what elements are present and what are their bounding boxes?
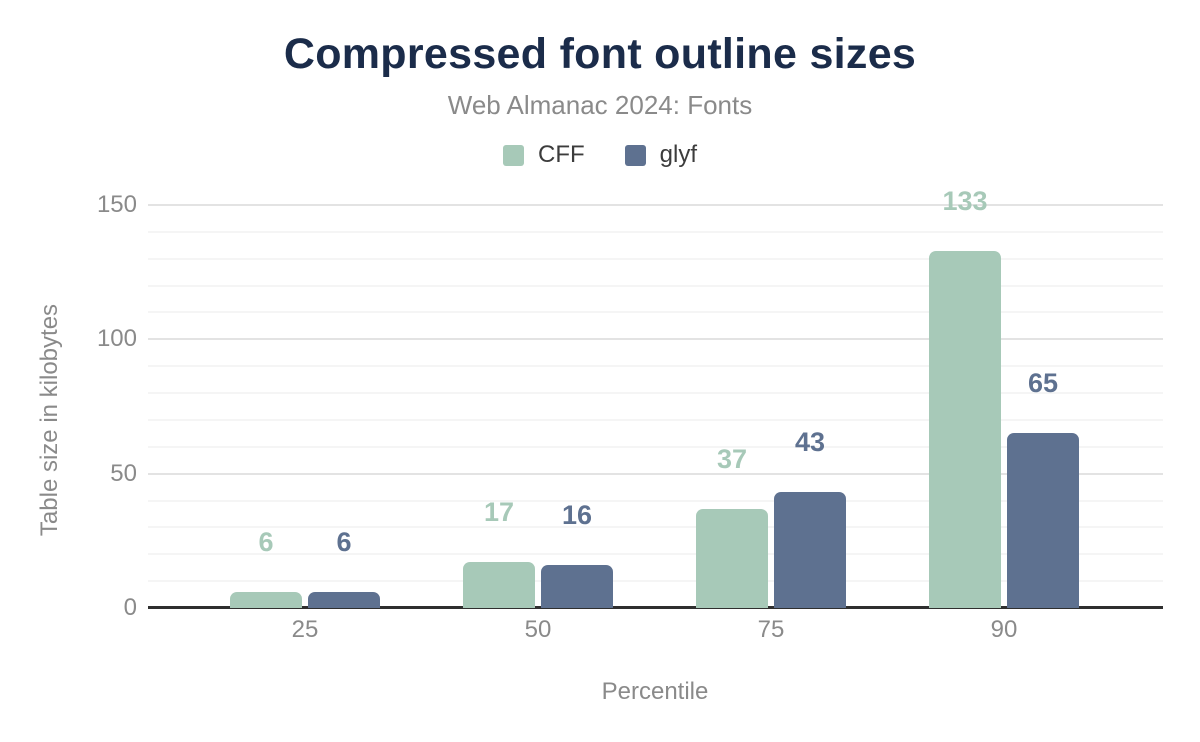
- minor-gridline-70: [148, 418, 1163, 421]
- x-tick-25: 25: [291, 616, 319, 643]
- bar-cff-p25[interactable]: [230, 591, 302, 608]
- y-tick-50: 50: [110, 459, 137, 487]
- chart-title: Compressed font outline sizes: [283, 30, 917, 78]
- y-tick-100: 100: [96, 325, 137, 353]
- legend-item-glyf[interactable]: glyf: [624, 141, 697, 169]
- y-tick-150: 150: [96, 190, 137, 218]
- x-tick-90: 90: [990, 616, 1018, 643]
- plot-area: 6 6 17 16 37 43 133 65: [148, 165, 1163, 609]
- bar-value-glyf-p90: 65: [1027, 368, 1059, 399]
- x-axis-line: [148, 606, 1163, 609]
- minor-gridline-40: [148, 499, 1163, 502]
- bar-glyf-p25[interactable]: [308, 591, 380, 608]
- bar-value-glyf-p50: 16: [561, 500, 593, 531]
- minor-gridline-110: [148, 311, 1163, 314]
- bar-value-glyf-p75: 43: [794, 427, 826, 458]
- chart-subtitle: Web Almanac 2024: Fonts: [447, 90, 753, 120]
- legend-swatch-glyf-icon: [624, 144, 646, 166]
- legend-item-cff[interactable]: CFF: [502, 141, 585, 169]
- x-axis-title: Percentile: [601, 678, 709, 705]
- major-gridline-50: [148, 472, 1163, 475]
- minor-gridline-130: [148, 257, 1163, 260]
- minor-gridline-90: [148, 365, 1163, 368]
- minor-gridline-10: [148, 580, 1163, 583]
- major-gridline-100: [148, 338, 1163, 341]
- minor-gridline-60: [148, 445, 1163, 448]
- legend-label-glyf: glyf: [659, 141, 697, 168]
- bar-cff-p90[interactable]: [929, 250, 1001, 608]
- bar-cff-p75[interactable]: [696, 508, 768, 608]
- bar-value-cff-p50: 17: [483, 497, 515, 528]
- bar-value-cff-p90: 133: [942, 185, 988, 216]
- y-tick-0: 0: [123, 594, 137, 621]
- legend-label-cff: CFF: [537, 141, 585, 168]
- x-tick-50: 50: [524, 616, 552, 643]
- minor-gridline-140: [148, 230, 1163, 233]
- minor-gridline-80: [148, 392, 1163, 395]
- bar-glyf-p90[interactable]: [1007, 433, 1079, 608]
- bar-glyf-p50[interactable]: [541, 565, 613, 608]
- bar-cff-p50[interactable]: [463, 562, 535, 608]
- x-tick-75: 75: [757, 616, 785, 643]
- major-gridline-150: [148, 203, 1163, 206]
- bar-value-cff-p25: 6: [258, 526, 274, 557]
- minor-gridline-30: [148, 526, 1163, 529]
- bar-glyf-p75[interactable]: [774, 492, 846, 608]
- legend: CFF glyf: [0, 141, 1200, 169]
- legend-swatch-cff-icon: [502, 144, 524, 166]
- bar-value-glyf-p25: 6: [336, 526, 352, 557]
- minor-gridline-120: [148, 284, 1163, 287]
- minor-gridline-20: [148, 553, 1163, 556]
- bar-value-cff-p75: 37: [716, 443, 748, 474]
